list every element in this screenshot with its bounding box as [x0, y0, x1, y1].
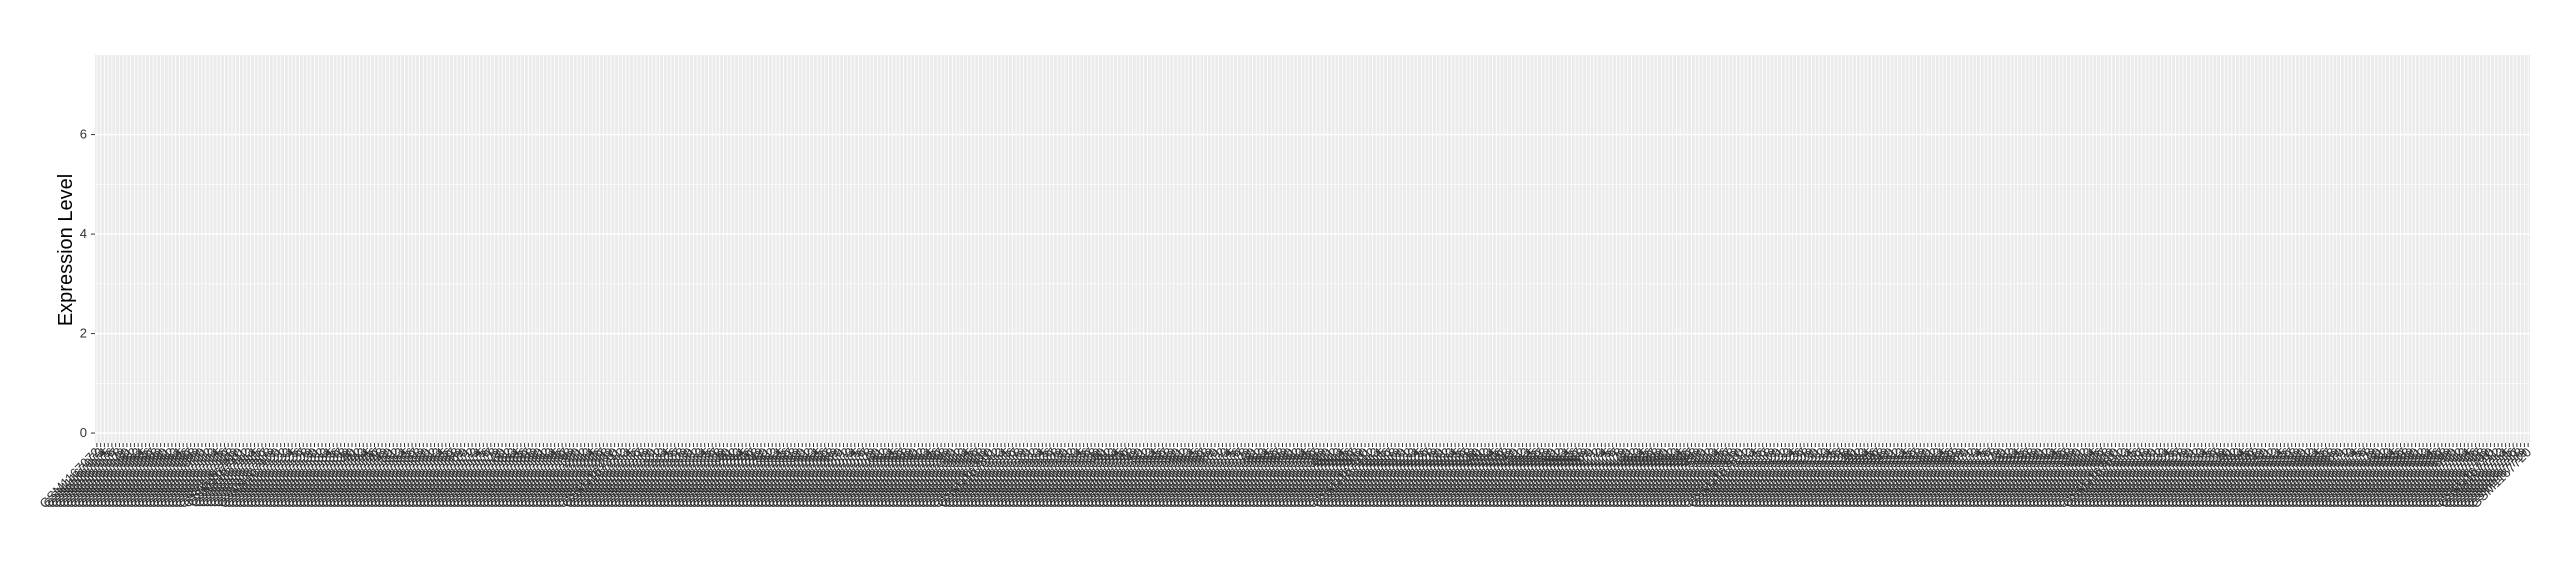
y-axis: 0 2 4 6: [80, 127, 95, 440]
y-tick-label: 2: [80, 326, 87, 341]
y-tick-label: 0: [80, 425, 87, 440]
y-tick-label: 6: [80, 127, 87, 142]
grid-lines: [95, 55, 2530, 443]
y-tick-label: 4: [80, 226, 87, 241]
x-axis: GSM1167072GSM1167073GSM1167074GSM1167075…: [36, 443, 2534, 511]
y-axis-title: Expression Level: [55, 174, 77, 326]
